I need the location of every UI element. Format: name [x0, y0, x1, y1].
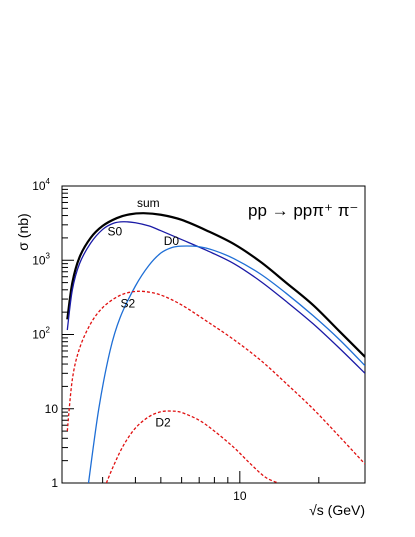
x-tick-label: 10	[233, 489, 247, 503]
y-tick-label: 104	[32, 177, 50, 193]
curve-sum	[66, 212, 365, 358]
axis-ticks: 1 10 102 103 104 10	[32, 177, 366, 503]
curves	[66, 212, 365, 483]
label-d0: D0	[164, 234, 180, 248]
y-tick-label: 1	[51, 476, 58, 490]
chart-title: pp → ppπ⁺ π⁻	[248, 201, 358, 220]
y-axis-label: σ (nb)	[15, 213, 31, 250]
y-tick-label: 103	[32, 251, 50, 267]
curve-s0	[66, 221, 365, 374]
label-sum: sum	[137, 196, 160, 210]
curve-labels: sum S0 D0 S2 D2	[107, 196, 179, 429]
y-tick-label: 102	[32, 326, 50, 342]
curve-d0	[87, 245, 365, 483]
label-s0: S0	[107, 224, 122, 238]
label-d2: D2	[155, 415, 171, 429]
curve-s2	[66, 290, 365, 465]
label-s2: S2	[121, 296, 136, 310]
x-axis-label: √s (GeV)	[309, 502, 365, 518]
curve-d2	[105, 410, 279, 483]
y-tick-label: 10	[45, 402, 59, 416]
